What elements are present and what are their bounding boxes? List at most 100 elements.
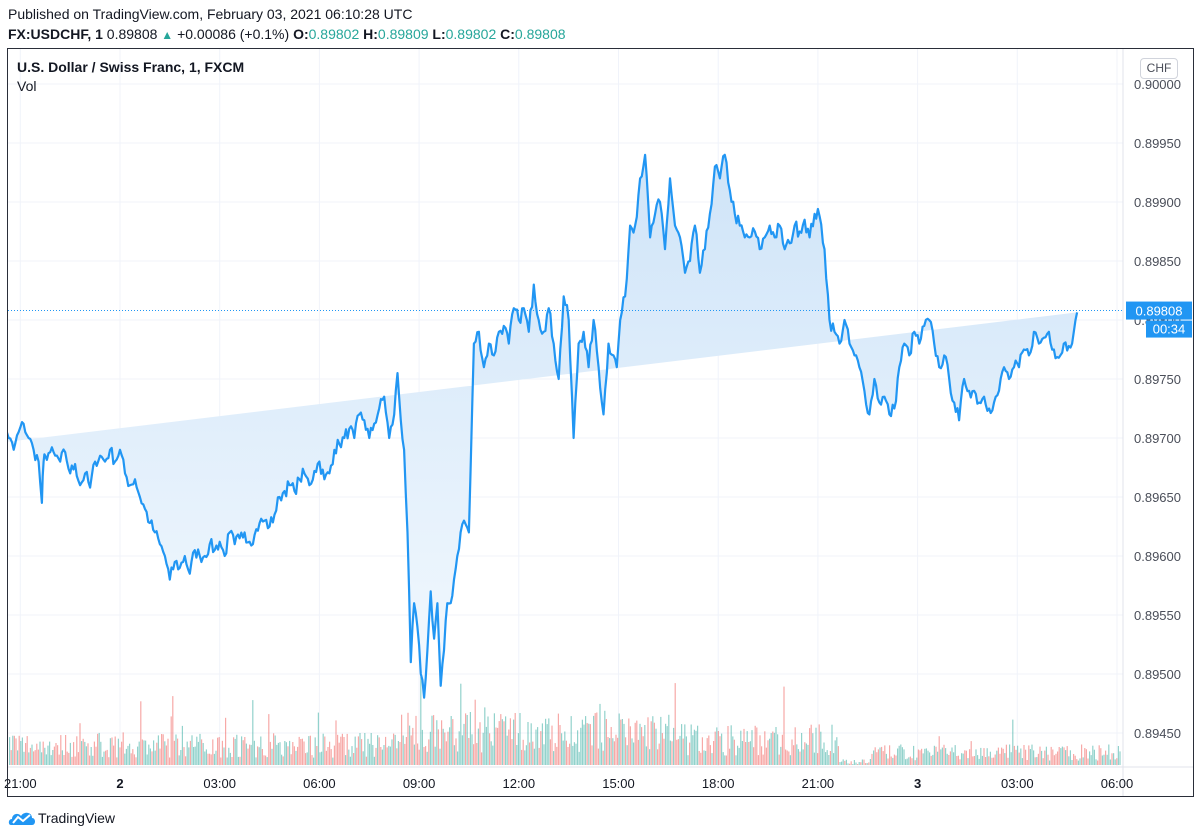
volume-bar <box>889 745 891 765</box>
volume-bar <box>337 734 339 765</box>
volume-bar <box>252 700 254 765</box>
volume-bar <box>247 748 249 765</box>
volume-bar <box>570 716 572 765</box>
volume-bar <box>289 740 291 765</box>
volume-bar <box>295 750 297 765</box>
volume-bar <box>911 758 913 765</box>
open-label: O: <box>293 26 309 42</box>
volume-bar <box>775 727 777 765</box>
volume-bar <box>786 750 788 765</box>
volume-bar <box>541 723 543 765</box>
volume-bar <box>433 715 435 765</box>
tradingview-logo[interactable]: TradingView <box>8 809 115 827</box>
volume-bar <box>781 734 783 765</box>
volume-bar <box>309 735 311 765</box>
volume-bar <box>810 724 812 765</box>
volume-bar <box>268 714 270 765</box>
volume-bar <box>861 759 863 765</box>
volume-bar <box>524 750 526 765</box>
volume-bar <box>586 723 588 765</box>
volume-bar <box>1042 758 1044 765</box>
volume-bar <box>497 727 499 765</box>
volume-bar <box>439 748 441 765</box>
volume-bar <box>164 741 166 765</box>
volume-bar <box>946 753 948 765</box>
legend-title[interactable]: U.S. Dollar / Swiss Franc, 1, FXCM <box>17 59 245 75</box>
volume-bar <box>1039 746 1041 765</box>
volume-bar <box>196 736 198 765</box>
volume-bar <box>807 744 809 765</box>
volume-bar <box>823 742 825 765</box>
volume-bar <box>81 741 83 765</box>
volume-bar <box>685 736 687 765</box>
volume-bar <box>125 748 127 765</box>
y-tick-label: 0.89850 <box>1134 254 1181 269</box>
volume-bar <box>162 734 164 765</box>
countdown-text: 00:34 <box>1153 322 1186 337</box>
volume-bar <box>713 741 715 765</box>
volume-bar <box>261 749 263 765</box>
volume-bar <box>229 752 231 765</box>
volume-bar <box>863 759 865 765</box>
volume-bar <box>50 755 52 765</box>
currency-badge[interactable]: CHF <box>1140 58 1178 79</box>
volume-bar <box>743 728 745 765</box>
volume-bars <box>9 676 1121 765</box>
y-tick-label: 0.89550 <box>1134 608 1181 623</box>
volume-bar <box>105 750 107 765</box>
volume-bar <box>269 741 271 765</box>
volume-bar <box>175 734 177 765</box>
volume-bar <box>1031 744 1033 765</box>
volume-bar <box>865 763 867 765</box>
volume-bar <box>469 712 471 765</box>
last-price-tag-text: 0.89808 <box>1136 304 1183 319</box>
volume-bar <box>263 755 265 765</box>
volume-bar <box>641 727 643 765</box>
volume-bar <box>943 744 945 765</box>
volume-bar <box>671 741 673 765</box>
volume-bar <box>450 716 452 765</box>
volume-bar <box>892 757 894 765</box>
volume-bar <box>1117 746 1119 765</box>
volume-bar <box>762 754 764 765</box>
volume-bar <box>706 738 708 765</box>
volume-bar <box>578 751 580 765</box>
volume-bar <box>769 738 771 765</box>
volume-bar <box>901 747 903 765</box>
volume-bar <box>605 719 607 765</box>
volume-bar <box>210 754 212 765</box>
time-scale[interactable]: 21:00 2 03:00 06:00 09:00 12:00 15:00 18:00 21:0… <box>4 776 1133 791</box>
volume-bar <box>842 759 844 765</box>
volume-bar <box>485 726 487 765</box>
volume-bar <box>514 713 516 765</box>
volume-bar <box>223 747 225 765</box>
volume-bar <box>868 762 870 765</box>
x-tick-label: 21:00 <box>4 776 37 791</box>
volume-bar <box>543 744 545 765</box>
volume-bar <box>660 716 662 765</box>
volume-bar <box>1053 755 1055 765</box>
volume-bar <box>722 752 724 765</box>
branding-text: TradingView <box>38 810 116 826</box>
volume-bar <box>561 733 563 765</box>
volume-bar <box>730 725 732 765</box>
volume-bar <box>724 755 726 765</box>
legend-volume[interactable]: Vol <box>17 78 37 94</box>
volume-bar <box>882 751 884 765</box>
volume-bar <box>653 722 655 765</box>
volume-bar <box>869 759 871 765</box>
volume-bar <box>31 744 33 765</box>
volume-bar <box>332 757 334 765</box>
volume-bar <box>17 750 19 765</box>
volume-bar <box>997 747 999 765</box>
volume-bar <box>1055 753 1057 765</box>
volume-bar <box>887 758 889 765</box>
volume-bar <box>508 729 510 765</box>
volume-bar <box>1090 755 1092 765</box>
volume-bar <box>937 751 939 765</box>
volume-bar <box>1113 753 1115 765</box>
volume-bar <box>457 751 459 765</box>
volume-bar <box>226 757 228 765</box>
volume-bar <box>284 741 286 765</box>
